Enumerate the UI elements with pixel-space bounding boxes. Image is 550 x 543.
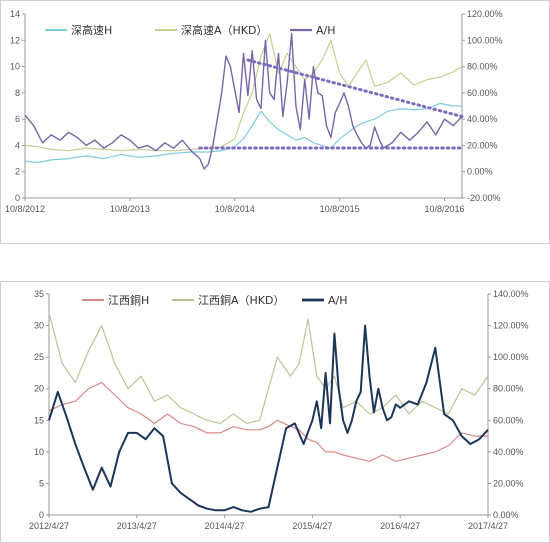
x-tick-label: 2013/4/27 <box>117 521 157 531</box>
x-tick-label: 10/8/2016 <box>424 204 464 214</box>
x-tick-label: 10/8/2012 <box>5 204 45 214</box>
x-tick-label: 10/8/2014 <box>215 204 255 214</box>
trend-annotation-0 <box>246 58 464 119</box>
y-right-tick-label: 80.00% <box>493 384 524 394</box>
y-right-tick-label: 0.00% <box>467 167 493 177</box>
y-left-tick-label: 2 <box>15 167 20 177</box>
y-right-tick-label: 120.00% <box>467 9 503 19</box>
y-right-tick-label: 60.00% <box>493 415 524 425</box>
legend-label: A/H <box>316 24 336 37</box>
series-line-0 <box>48 381 488 462</box>
y-left-tick-label: 15 <box>34 415 44 425</box>
x-tick-label: 2017/4/27 <box>468 521 508 531</box>
y-right-tick-label: 120.00% <box>493 321 529 331</box>
x-tick-label: 2012/4/27 <box>29 521 69 531</box>
y-left-tick-label: 4 <box>15 140 20 150</box>
legend-label: 深高速A（HKD） <box>181 23 267 37</box>
series-line-1 <box>24 33 463 152</box>
series-line-1 <box>48 312 489 424</box>
y-right-tick-label: 140.00% <box>493 289 529 299</box>
y-left-tick-label: 0 <box>15 193 20 203</box>
y-right-tick-label: -20.00% <box>467 193 501 203</box>
y-left-tick-label: 0 <box>39 510 44 520</box>
legend-label: 江西銅H <box>108 293 149 307</box>
y-right-tick-label: 80.00% <box>467 62 498 72</box>
x-tick-label: 2015/4/27 <box>292 521 332 531</box>
chart-sdgs: 0 2 4 6 8 10 12 14 -20.00% 0.00% 20.00% 40.00% 60.00… <box>0 0 550 244</box>
y-left-tick-label: 14 <box>10 9 20 19</box>
y-left-tick-label: 35 <box>34 289 44 299</box>
x-tick-label: 10/8/2013 <box>110 204 150 214</box>
y-left-tick-label: 10 <box>10 62 20 72</box>
y-left-tick-label: 5 <box>39 478 44 488</box>
y-left-tick-label: 12 <box>10 35 20 45</box>
legend-label: A/H <box>328 294 348 307</box>
y-left-tick-label: 25 <box>34 352 44 362</box>
x-tick-label: 10/8/2015 <box>320 204 360 214</box>
legend-label: 江西銅A（HKD） <box>198 293 284 307</box>
legend-label: 深高速H <box>71 23 112 37</box>
chart-frame <box>0 0 550 244</box>
chart-frame <box>0 281 550 543</box>
series-line-0 <box>24 102 462 164</box>
chart-jxcopper: 0 5 10 15 20 25 30 35 0.00% 20.00% 40.00% 60.00% 80.… <box>0 281 550 543</box>
y-left-tick-label: 30 <box>34 321 44 331</box>
y-right-tick-label: 20.00% <box>493 478 524 488</box>
y-right-tick-label: 60.00% <box>467 88 498 98</box>
y-right-tick-label: 0.00% <box>493 510 519 520</box>
y-right-tick-label: 100.00% <box>467 35 503 45</box>
x-tick-label: 2016/4/27 <box>380 521 420 531</box>
y-right-tick-label: 40.00% <box>467 114 498 124</box>
y-left-tick-label: 6 <box>15 114 20 124</box>
y-right-tick-label: 40.00% <box>493 447 524 457</box>
y-left-tick-label: 10 <box>34 447 44 457</box>
y-left-tick-label: 8 <box>15 88 20 98</box>
x-tick-label: 2014/4/27 <box>205 521 245 531</box>
y-right-tick-label: 20.00% <box>467 140 498 150</box>
series-line-2 <box>24 33 463 170</box>
series-line-2 <box>48 324 489 513</box>
y-right-tick-label: 100.00% <box>493 352 529 362</box>
y-left-tick-label: 20 <box>34 384 44 394</box>
